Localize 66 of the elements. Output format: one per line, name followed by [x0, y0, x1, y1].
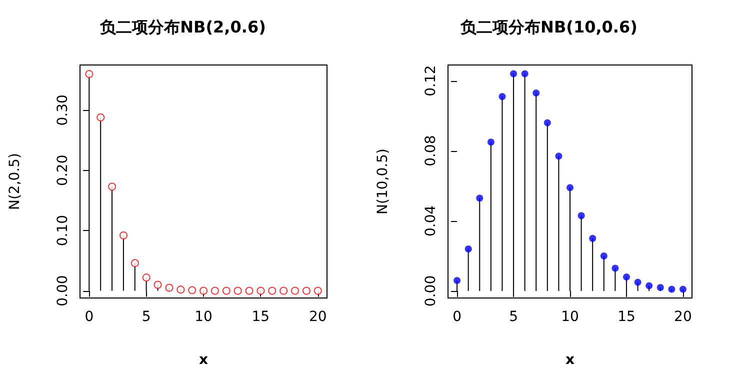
point [464, 245, 472, 252]
y-tick-label: 0.12 [423, 65, 439, 96]
point [234, 286, 242, 295]
point [555, 152, 562, 160]
x-tick-label: 15 [618, 309, 636, 325]
point [544, 119, 551, 126]
point [96, 113, 105, 122]
point [589, 234, 596, 242]
point [622, 273, 630, 280]
point [119, 231, 128, 240]
point [188, 286, 196, 294]
point [256, 286, 265, 295]
point [302, 286, 310, 295]
x-tick-label: 15 [252, 309, 270, 325]
point [679, 286, 686, 293]
point [646, 282, 653, 290]
y-tick-label: 0.30 [55, 94, 71, 126]
point [268, 286, 276, 295]
x-tick-label: 5 [142, 309, 151, 325]
chart-title: 负二项分布NB(10,0.6) [460, 18, 638, 36]
x-tick-label: 10 [194, 309, 212, 325]
point [314, 286, 322, 295]
point [108, 182, 116, 191]
point [130, 259, 139, 268]
point [165, 284, 174, 292]
y-tick-label: 0.00 [423, 275, 439, 307]
y-tick-label: 0.10 [55, 214, 71, 246]
x-tick-label: 0 [452, 309, 462, 325]
x-axis-title: x [198, 352, 208, 368]
point [454, 276, 461, 284]
x-tick-label: 10 [561, 309, 579, 325]
y-tick-label: 0.00 [55, 275, 71, 306]
point [222, 286, 230, 295]
point [210, 286, 219, 295]
y-tick-label: 0.08 [423, 135, 439, 166]
point [476, 194, 484, 202]
point [142, 274, 150, 282]
x-tick-label: 20 [308, 309, 327, 325]
y-axis-title: N(10,0.5) [375, 148, 391, 214]
x-tick-label: 20 [674, 309, 692, 325]
point [510, 70, 518, 78]
point [566, 184, 574, 192]
point [200, 286, 208, 295]
point [154, 280, 162, 289]
point [176, 286, 185, 294]
chart-title: 负二项分布NB(2,0.6) [99, 18, 266, 36]
y-tick-label: 0.04 [423, 205, 439, 237]
point [85, 70, 94, 78]
point [668, 286, 676, 293]
x-axis-title: x [565, 352, 575, 368]
point [578, 212, 585, 220]
point [487, 138, 494, 146]
point [656, 284, 664, 291]
x-tick-label: 0 [84, 309, 94, 325]
point [521, 70, 528, 78]
y-tick-label: 0.20 [55, 154, 71, 186]
y-axis-title: N(2,0.5) [7, 152, 23, 210]
x-tick-label: 5 [509, 309, 518, 325]
point [634, 278, 642, 286]
point [600, 252, 608, 260]
point [280, 286, 288, 295]
point [498, 93, 506, 100]
point [532, 90, 540, 97]
point [245, 286, 254, 295]
point [290, 286, 299, 295]
point [612, 264, 619, 272]
